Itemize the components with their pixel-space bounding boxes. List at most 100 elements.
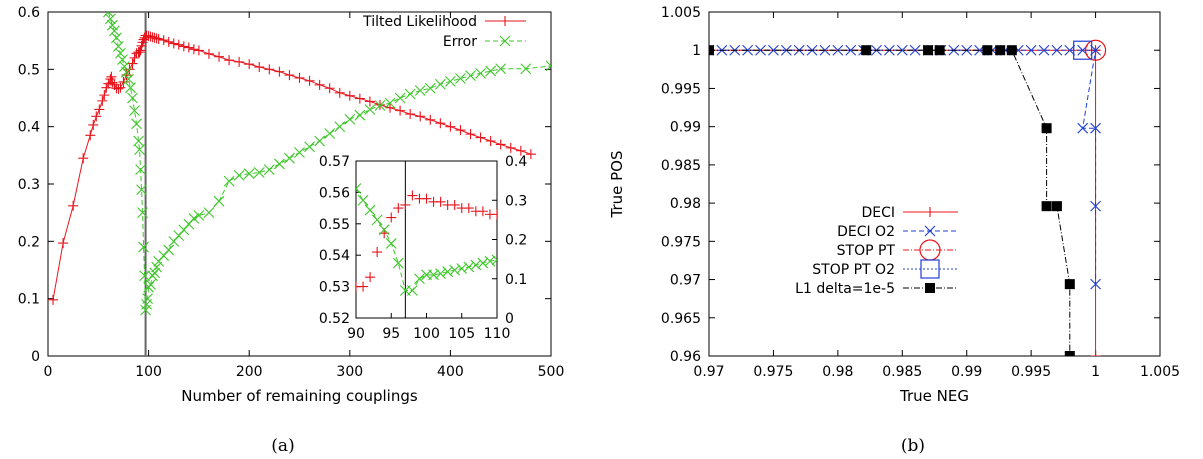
tilted-likelihood-point [284, 70, 295, 81]
inset-error-point [392, 257, 404, 269]
tilted-likelihood-point [405, 109, 416, 120]
inset-error-point [414, 273, 425, 285]
tilted-likelihood-point [203, 48, 214, 59]
tilted-likelihood-point [111, 83, 122, 94]
error-point [354, 109, 366, 121]
deci-o2-point [1090, 278, 1101, 290]
y-tick-label: 0.3 [18, 177, 40, 193]
error-point [520, 63, 532, 75]
error-point [404, 88, 416, 100]
deci-point [1090, 351, 1101, 356]
deci-o2-point [845, 44, 857, 56]
inset-tilted-point [365, 272, 376, 283]
y-tick-label: 0.4 [18, 120, 40, 136]
inset-tilted-point [393, 203, 404, 214]
error-point [109, 25, 120, 37]
tilted-likelihood-point [455, 125, 466, 136]
y-tick-label: 0.965 [661, 311, 701, 327]
error-point [424, 82, 436, 94]
inset-tilted-point [400, 199, 411, 210]
error-point [203, 207, 215, 219]
tilted-likelihood-point [178, 41, 189, 52]
caption-b: (b) [901, 436, 925, 456]
inset-error-point [371, 214, 383, 226]
legend-marker [925, 207, 935, 217]
l1-delta-point [1064, 279, 1075, 290]
legend-marker [499, 35, 511, 47]
error-point [465, 70, 476, 82]
error-point [374, 100, 386, 111]
stop-pt-o2-series [1073, 40, 1093, 60]
error-point [364, 104, 376, 115]
inset-chart: 90 95 100 105 110 0.52 0.53 0.54 0.55 0.56 0.57 0 0.… [319, 154, 528, 342]
inset-x-tick-label: 105 [448, 326, 475, 342]
error-point [115, 47, 126, 59]
legend-label: L1 delta=1e-5 [795, 281, 895, 297]
y-tick-label: 0.96 [670, 349, 701, 365]
x-tick-label: 0.97 [693, 364, 724, 380]
error-point [143, 281, 154, 293]
tilted-likelihood-point [173, 39, 184, 50]
x-tick-label: 200 [236, 364, 263, 380]
inset-y2-tick-label: 0.1 [505, 272, 527, 288]
error-point [134, 144, 145, 155]
inset-error-point [435, 268, 446, 280]
deci-o2-point [1077, 122, 1089, 134]
tilted-likelihood-point [134, 47, 145, 58]
inset-tilted-point [477, 206, 488, 217]
error-point [133, 135, 144, 147]
tilted-likelihood-point [314, 79, 325, 90]
inset-x-tick-label: 100 [413, 326, 440, 342]
deci-line [709, 49, 1097, 356]
legend: DECI DECI O2 STOP PT STOP PT O2 L1 delta=1e-… [795, 205, 958, 297]
y-tick-label: 0.5 [18, 62, 40, 78]
error-point [188, 213, 200, 224]
tilted-likelihood-point [344, 90, 355, 101]
error-point [121, 66, 132, 78]
tilted-likelihood-point [48, 294, 59, 305]
inset-y-tick-label: 0.54 [319, 248, 350, 264]
inset-y2-tick-label: 0.2 [505, 233, 527, 249]
tilted-likelihood-point [97, 95, 108, 106]
tilted-likelihood-point [145, 31, 156, 42]
inset-y-tick-label: 0.53 [319, 280, 350, 296]
tilted-likelihood-point [445, 121, 456, 132]
tilted-likelihood-point [163, 36, 174, 47]
error-point [123, 73, 134, 85]
tilted-likelihood-point [85, 130, 96, 141]
error-point [193, 210, 205, 221]
y-tick-label: 1.005 [661, 5, 701, 21]
inset-tilted-point [463, 203, 474, 214]
inset-error-point [428, 269, 439, 281]
tilted-likelihood-point [294, 72, 305, 83]
error-point [147, 270, 159, 282]
error-point [127, 92, 138, 104]
error-point [142, 293, 153, 305]
legend-marker [924, 225, 936, 237]
tilted-likelihood-point [183, 42, 194, 53]
x-tick-label: 0.985 [882, 364, 922, 380]
inset-error-point [378, 224, 390, 236]
error-point [223, 175, 235, 187]
tilted-likelihood-point [58, 238, 69, 249]
y-axis-label: True POS [608, 150, 626, 218]
error-point [384, 97, 396, 109]
caption-a: (a) [271, 436, 294, 456]
l1-delta-series [709, 45, 1075, 356]
legend-label: STOP PT [837, 243, 896, 259]
error-point [139, 270, 150, 282]
error-point [233, 170, 245, 181]
error-point [455, 73, 466, 84]
tilted-likelihood-point [168, 38, 179, 49]
error-point [119, 61, 130, 72]
error-point [125, 82, 136, 94]
error-point [284, 152, 295, 164]
error-point [102, 12, 114, 18]
inset-error-point [491, 254, 497, 266]
x-axis-label: True NEG [899, 387, 969, 405]
deci-o2-point [832, 44, 844, 56]
tilted-likelihood-point [354, 93, 365, 104]
l1-delta-point [1041, 201, 1052, 212]
inset-tilted-point [407, 190, 418, 201]
tilted-likelihood-point [395, 105, 406, 116]
